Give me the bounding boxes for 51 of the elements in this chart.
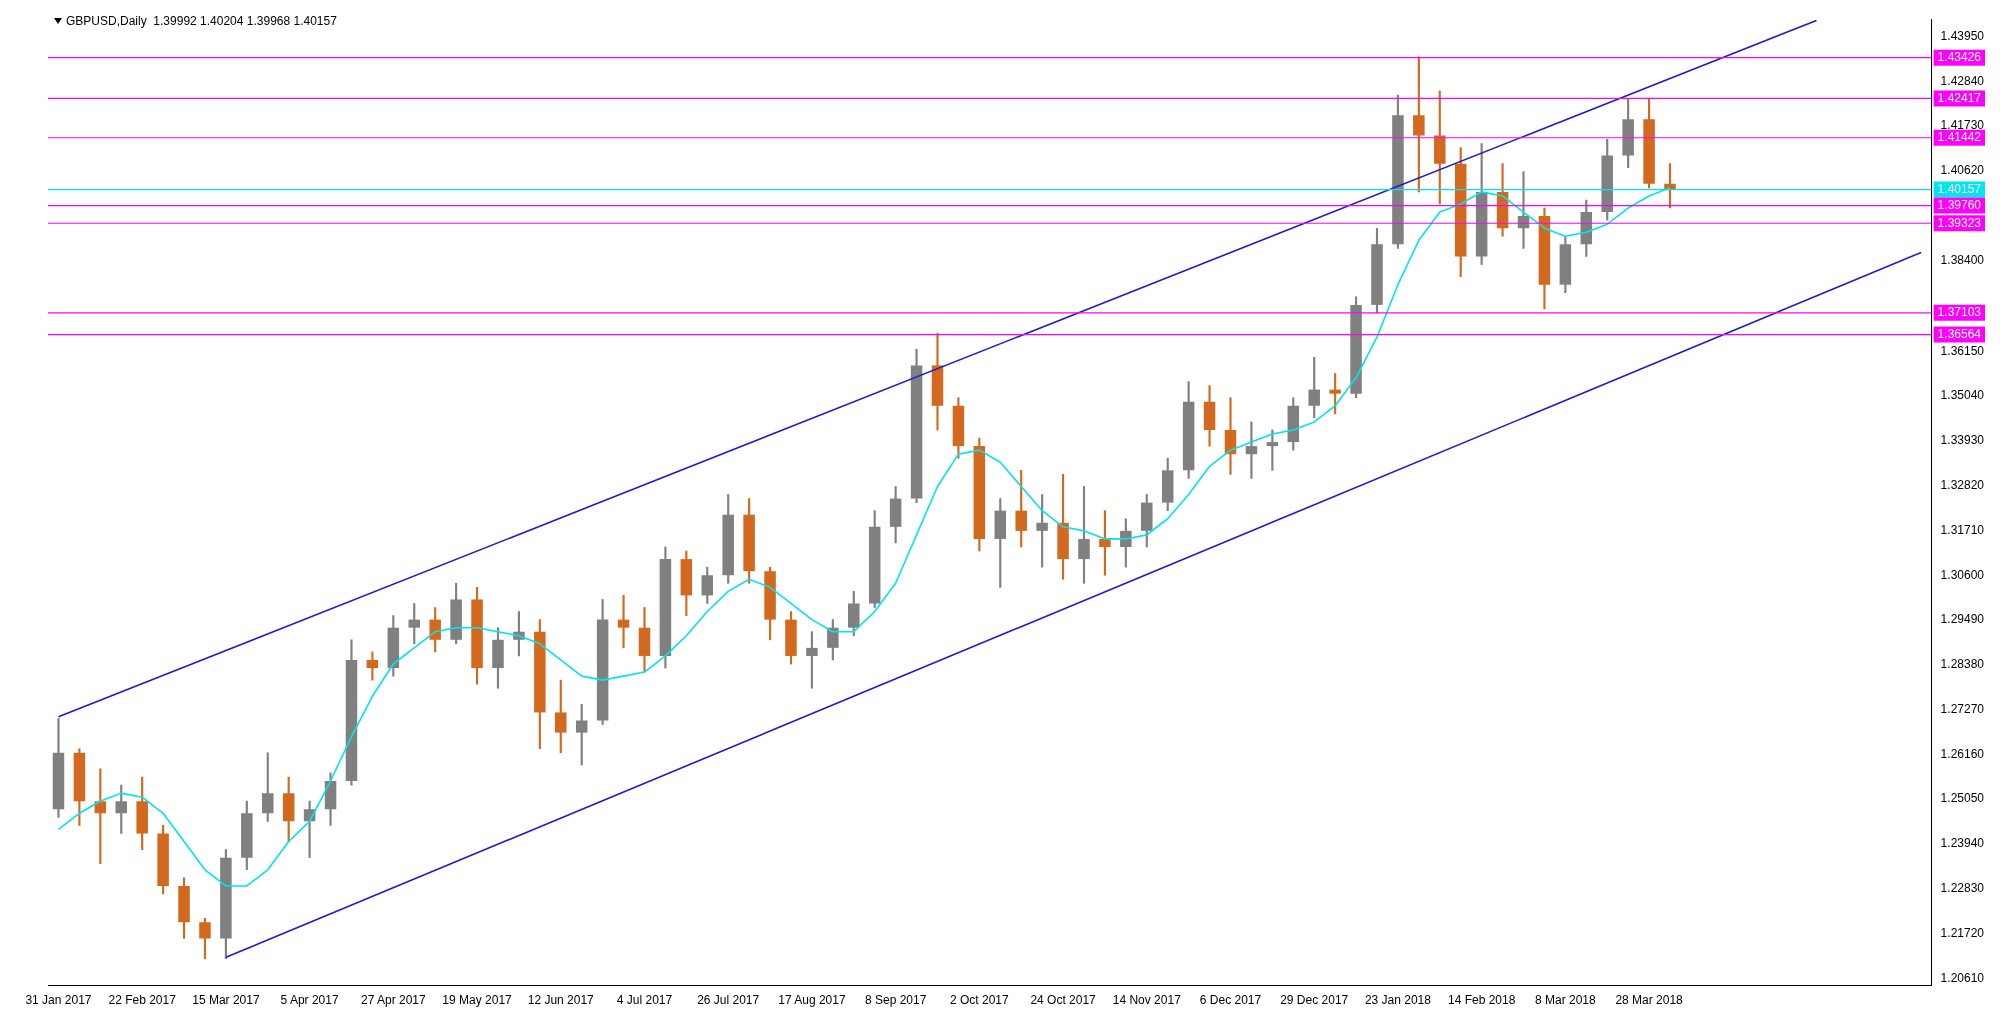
x-tick-label: 4 Jul 2017 [616,993,673,1008]
y-tick-label: 1.23940 [1940,836,1985,851]
x-tick-label: 8 Sep 2017 [864,993,927,1008]
y-tick-label: 1.32820 [1940,477,1985,492]
x-tick-label: 15 Mar 2017 [192,993,260,1008]
x-tick-label: 6 Dec 2017 [1199,993,1262,1008]
x-tick-label: 26 Jul 2017 [697,993,760,1008]
ref-line-label: 1.37103 [1937,305,1982,320]
y-tick-label: 1.21720 [1940,925,1985,940]
ref-line-label: 1.42417 [1937,90,1982,105]
y-tick-label: 1.43950 [1940,28,1985,43]
x-tick-label: 8 Mar 2018 [1535,993,1597,1008]
x-tick-label: 24 Oct 2017 [1030,993,1097,1008]
y-tick-label: 1.40620 [1940,163,1985,178]
y-tick-label: 1.42840 [1940,73,1985,88]
y-tick-label: 1.36150 [1940,343,1985,358]
y-tick-label: 1.28380 [1940,657,1985,672]
y-tick-label: 1.41730 [1940,118,1985,133]
y-tick-label: 1.25050 [1940,791,1985,806]
x-tick-label: 19 May 2017 [442,993,513,1008]
x-tick-label: 2 Oct 2017 [949,993,1010,1008]
y-tick-label: 1.26160 [1940,746,1985,761]
y-tick-label: 1.27270 [1940,701,1985,716]
x-tick-label: 17 Aug 2017 [778,993,846,1008]
x-tick-label: 12 Jun 2017 [527,993,595,1008]
y-tick-label: 1.29490 [1940,612,1985,627]
y-tick-label: 1.33930 [1940,433,1985,448]
y-tick-label: 1.38400 [1940,252,1985,267]
ref-line-label: 1.36564 [1937,326,1982,341]
x-tick-label: 29 Dec 2017 [1280,993,1349,1008]
y-tick-label: 1.30600 [1940,567,1985,582]
y-tick-label: 1.20610 [1940,970,1985,985]
x-tick-label: 27 Apr 2017 [360,993,427,1008]
chart-title: GBPUSD,Daily 1.39992 1.40204 1.39968 1.40157 [66,14,337,28]
candlestick [617,595,630,649]
ref-line-label: 1.43426 [1937,50,1982,65]
x-tick-label: 23 Jan 2018 [1364,993,1432,1008]
ref-line-label: 1.39323 [1937,215,1982,230]
ref-line-label: 1.39760 [1937,197,1982,212]
x-tick-label: 5 Apr 2017 [280,993,339,1008]
ref-line-label: 1.40157 [1937,181,1982,196]
y-tick-label: 1.22830 [1940,881,1985,896]
y-tick-label: 1.35040 [1940,388,1985,403]
x-tick-label: 28 Mar 2018 [1615,993,1684,1008]
ref-line-label: 1.41442 [1937,130,1982,145]
x-tick-label: 14 Nov 2017 [1112,993,1182,1008]
x-tick-label: 31 Jan 2017 [25,993,92,1008]
x-tick-label: 14 Feb 2018 [1447,993,1516,1008]
x-tick-label: 22 Feb 2017 [108,993,177,1008]
candlestick [1245,421,1258,479]
y-tick-label: 1.31710 [1940,522,1985,537]
